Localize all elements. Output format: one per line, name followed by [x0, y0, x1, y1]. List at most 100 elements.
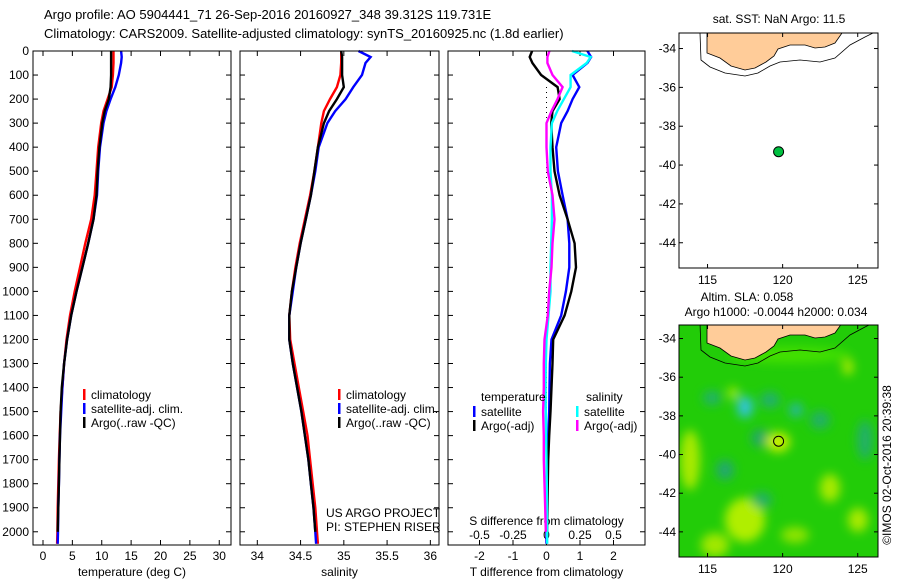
x-tick-label: 0 — [543, 549, 550, 563]
y-tick-label: 800 — [9, 236, 29, 250]
y-tick-label: 1100 — [3, 308, 29, 322]
lat-tick-label: -36 — [659, 370, 677, 384]
sla-map: Altim. SLA: 0.058 Argo h1000: -0.0044 h2… — [659, 290, 879, 576]
panel-salinity: 34 34.5 35 35.5 36 salinity climatologysatelli… — [239, 49, 440, 579]
series-argo-raw-qc- — [56, 51, 113, 532]
lat-tick-label: -34 — [659, 42, 677, 56]
series-climatology — [288, 51, 343, 544]
x-tick-label: 1 — [577, 549, 584, 563]
series-satellite-adj-clim- — [56, 50, 123, 544]
series-climatology — [55, 51, 115, 544]
sst-map: sat. SST: NaN Argo: 11.5 115 120 125 -34 -36… — [659, 12, 879, 287]
argo-float-marker — [773, 146, 785, 158]
legend-marker — [338, 403, 341, 414]
series-temperature-argo-adj- — [528, 50, 578, 532]
legend-marker — [473, 420, 476, 431]
lat-tick-label: -40 — [659, 448, 677, 462]
y-tick-label: 700 — [9, 212, 29, 226]
x-tick-label: 35 — [337, 549, 351, 563]
y-tick-label: 1600 — [2, 429, 29, 443]
y-tick-label: 1700 — [2, 453, 29, 467]
x-tick-label: 20 — [154, 549, 168, 563]
y-tick-label: 1500 — [2, 405, 29, 419]
x-axis-label: temperature (deg C) — [78, 565, 186, 579]
x-axis-label: T difference from climatology — [470, 565, 624, 579]
y-tick-label: 300 — [9, 116, 29, 130]
legend-label: climatology — [91, 388, 151, 402]
y-tick-label: 900 — [9, 260, 29, 274]
x-tick-label: 34.5 — [289, 549, 313, 563]
legend-marker — [576, 420, 579, 431]
y-tick-label: 1300 — [2, 357, 29, 371]
s-tick-label: 0.5 — [605, 528, 622, 542]
panel-frame — [447, 50, 646, 546]
s-tick-label: -0.5 — [469, 528, 490, 542]
lat-tick-label: -40 — [659, 158, 677, 172]
figure-title-line2: Climatology: CARS2009. Satellite-adjuste… — [44, 26, 564, 41]
legend-marker — [338, 417, 341, 428]
legend-label: satellite — [481, 405, 522, 419]
legend-marker — [83, 403, 86, 414]
legend-marker — [83, 389, 86, 400]
imos-timestamp: ©IMOS 02-Oct-2016 20:39:38 — [880, 385, 894, 545]
y-tick-label: 400 — [9, 140, 29, 154]
series-argo-raw-qc- — [288, 50, 346, 532]
legend-label: Argo(..raw -QC) — [91, 416, 176, 430]
y-tick-label: 1000 — [2, 284, 29, 298]
legend-label: satellite — [584, 405, 625, 419]
y-tick-label: 1900 — [2, 501, 29, 515]
x-tick-label: 10 — [95, 549, 109, 563]
sla-field — [679, 325, 878, 557]
series-salinity-argo-adj- — [541, 50, 564, 532]
legend-label: Argo(..raw -QC) — [346, 416, 431, 430]
legend-label: satellite-adj. clim. — [91, 402, 183, 416]
lon-tick-label: 125 — [848, 562, 868, 576]
y-tick-label: 500 — [9, 164, 29, 178]
x-tick-label: 15 — [124, 549, 138, 563]
lon-tick-label: 120 — [773, 562, 793, 576]
y-tick-label: 1400 — [2, 381, 29, 395]
y-tick-label: 1200 — [2, 332, 29, 346]
series-satellite-adj-clim- — [288, 49, 373, 544]
x-tick-label: 5 — [69, 549, 76, 563]
lat-tick-label: -44 — [659, 525, 677, 539]
x-tick-label: 25 — [183, 549, 197, 563]
x-tick-label: 36 — [424, 549, 438, 563]
x-axis-label: salinity — [321, 565, 358, 579]
y-tick-label: 200 — [9, 92, 29, 106]
legend-group-title: salinity — [586, 390, 623, 404]
series-salinity-satellite — [544, 49, 593, 544]
y-tick-label: 600 — [9, 188, 29, 202]
y-tick-label: 2000 — [2, 525, 29, 539]
legend-marker — [576, 406, 579, 417]
y-tick-label: 0 — [22, 44, 29, 58]
x-tick-label: -2 — [474, 549, 485, 563]
legend-label: Argo(-adj) — [584, 419, 637, 433]
legend-label: Argo(-adj) — [481, 419, 534, 433]
x-tick-label: 34 — [251, 549, 265, 563]
lon-tick-label: 120 — [773, 273, 793, 287]
pi-credit: PI: STEPHEN RISER — [326, 520, 441, 534]
sst-map-title: sat. SST: NaN Argo: 11.5 — [713, 12, 846, 26]
sla-map-frame — [678, 324, 879, 558]
y-tick-label: 100 — [9, 68, 29, 82]
s-tick-label: -0.25 — [499, 528, 527, 542]
panel-difference: -2 -1 0 1 2 T difference from climatology -0.5… — [447, 49, 646, 579]
lat-tick-label: -42 — [659, 486, 677, 500]
y-tick-label: 1800 — [2, 477, 29, 491]
figure-title-line1: Argo profile: AO 5904441_71 26-Sep-2016 … — [44, 7, 492, 22]
sla-map-subtitle: Argo h1000: -0.0044 h2000: 0.034 — [685, 305, 868, 319]
x-tick-label: -1 — [508, 549, 519, 563]
lon-tick-label: 115 — [698, 273, 717, 287]
lat-tick-label: -38 — [659, 119, 677, 133]
legend-group-title: temperature — [481, 390, 546, 404]
lat-tick-label: -44 — [659, 236, 677, 250]
panel-frame — [32, 50, 232, 546]
x-tick-label: 2 — [610, 549, 617, 563]
profile-panels: 0100200300400500600700800900100011001200… — [2, 44, 646, 579]
legend-marker — [83, 417, 86, 428]
panel-frame — [239, 50, 440, 546]
panel-temperature: 0 100 200 300 400 500 600 700 800 900 1000 1100 1200… — [2, 44, 232, 579]
lon-tick-label: 115 — [698, 562, 717, 576]
